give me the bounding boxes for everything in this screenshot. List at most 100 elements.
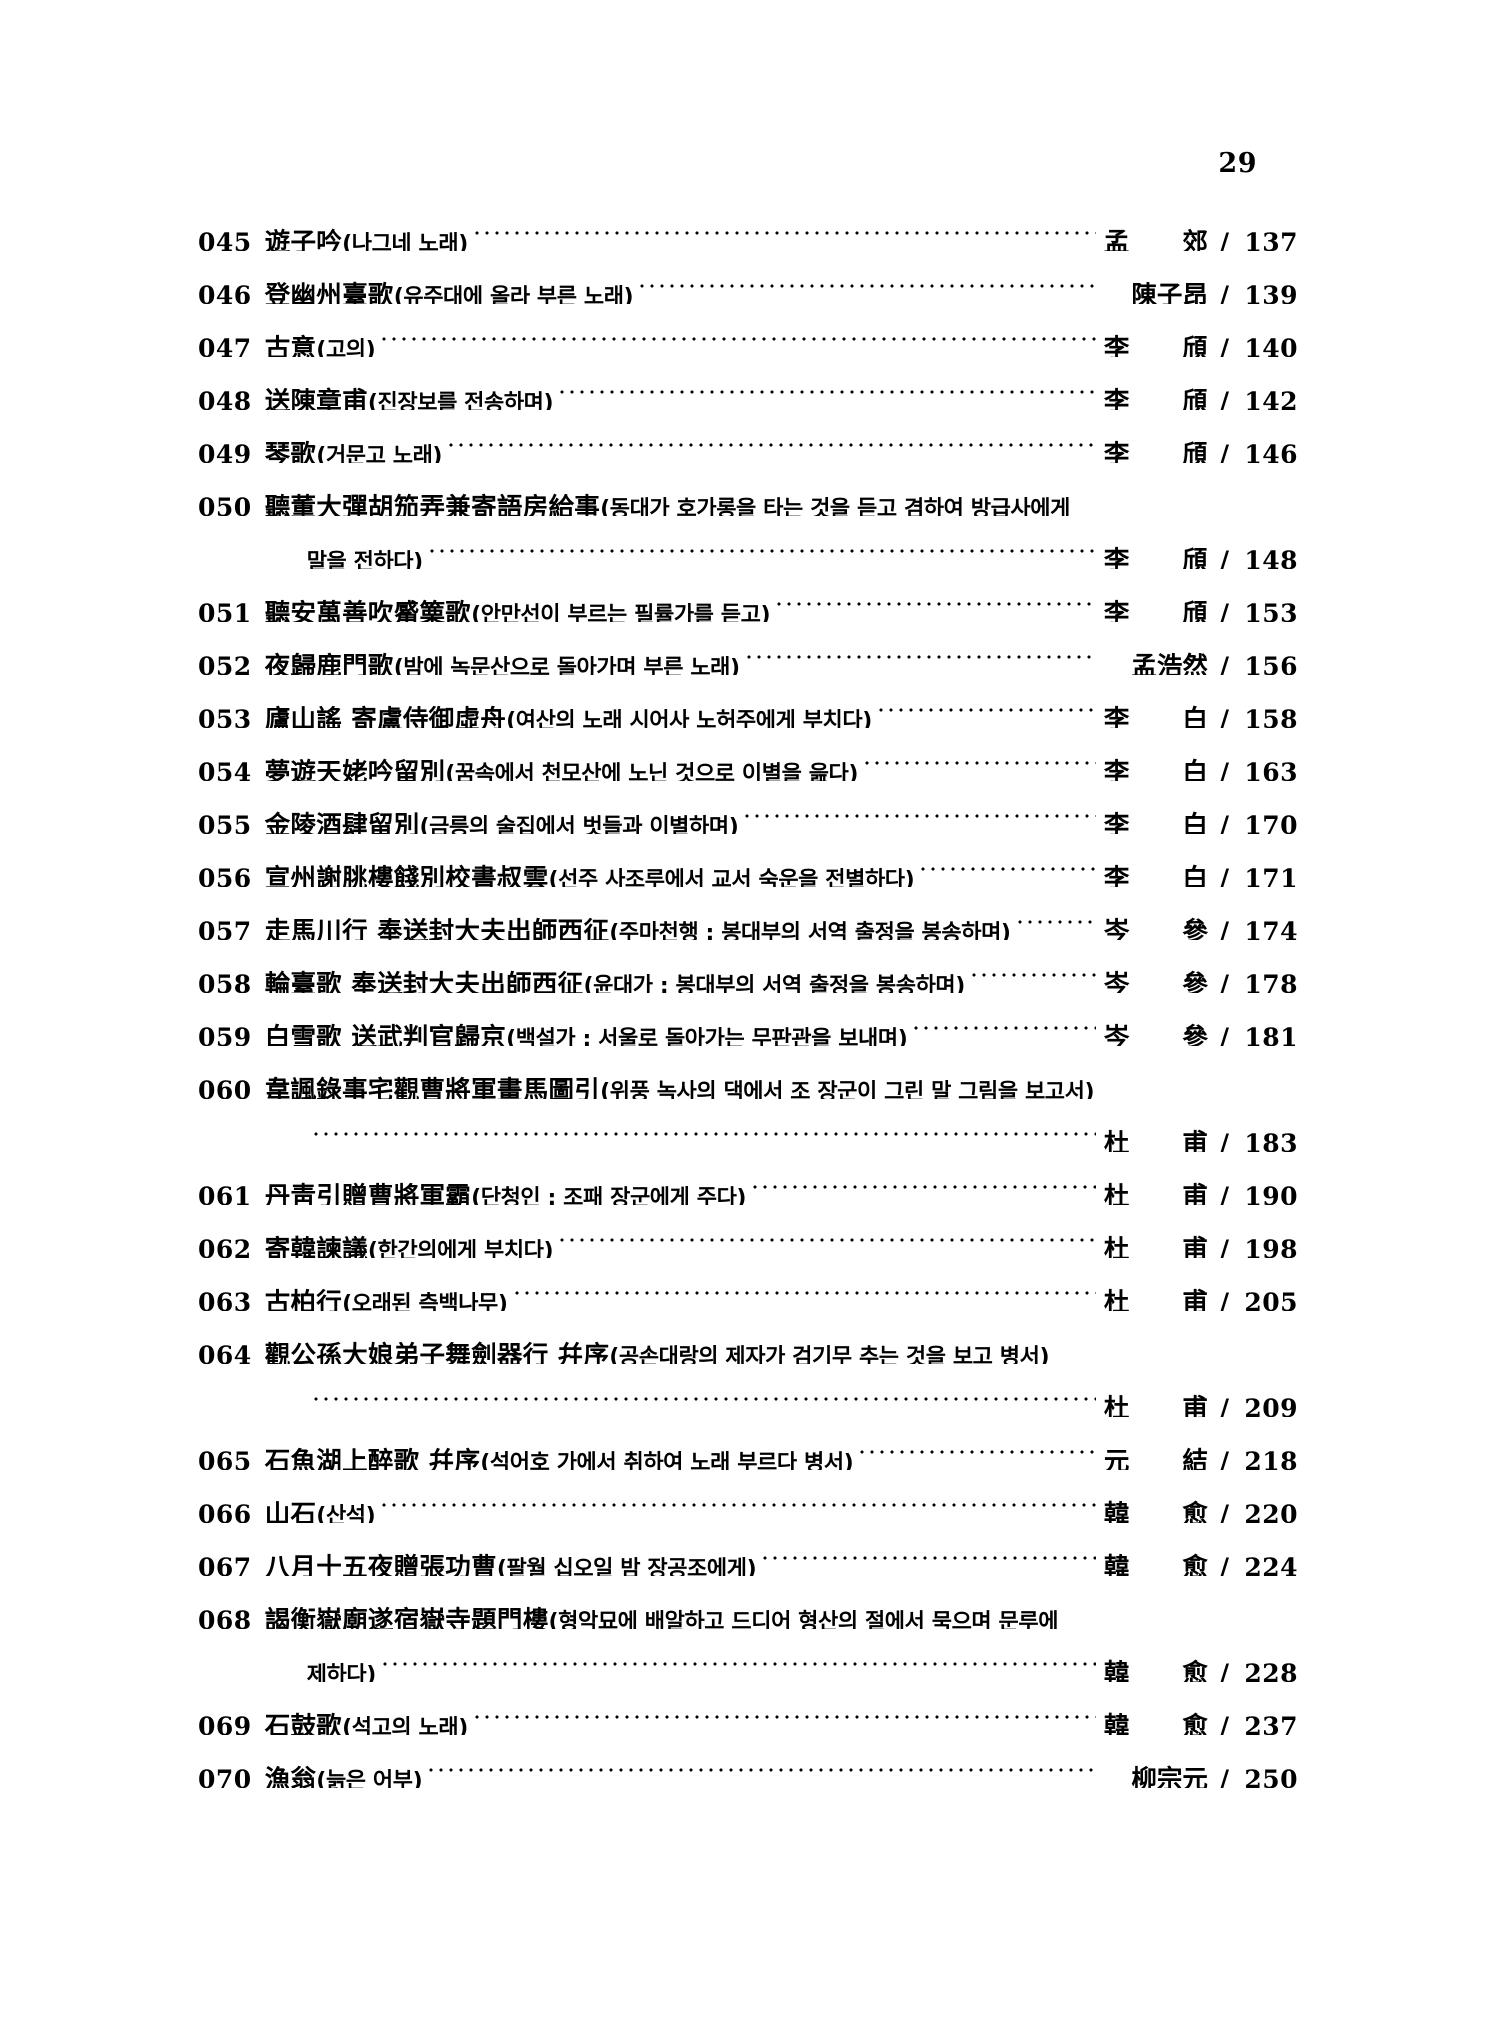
toc-row[interactable]: 055 金陵酒肆留別(금릉의 술집에서 벗들과 이별하며) 李 白 / 170 xyxy=(198,781,1298,834)
toc-entry-title[interactable]: 丹靑引贈曹將軍霸(단청인 : 조패 장군에게 주다) xyxy=(265,1170,747,1205)
toc-entry[interactable]: 055 金陵酒肆留別(금릉의 술집에서 벗들과 이별하며) 李 白 / 170 xyxy=(198,781,1298,834)
toc-row[interactable]: 059 白雪歌 送武判官歸京(백설가 : 서울로 돌아가는 무판관을 보내며) 岑 … xyxy=(198,993,1298,1046)
toc-row[interactable]: 060 韋諷錄事宅觀曹將軍畫馬圖引(위풍 녹사의 댁에서 조 장군이 그린 말 그… xyxy=(198,1046,1298,1099)
toc-entry[interactable]: 053 廬山謠 寄盧侍御虛舟(여산의 노래 시어사 노허주에게 부치다) 李 白 / 1… xyxy=(198,675,1298,728)
toc-entry[interactable]: 060 韋諷錄事宅觀曹將軍畫馬圖引(위풍 녹사의 댁에서 조 장군이 그린 말 그… xyxy=(198,1046,1298,1152)
toc-row[interactable]: 057 走馬川行 奉送封大夫出師西征(주마천행 : 봉대부의 서역 출정을 봉송하… xyxy=(198,887,1298,940)
toc-entry-title[interactable]: 輪臺歌 奉送封大夫出師西征(윤대가 : 봉대부의 서역 출정을 봉송하며) xyxy=(265,958,966,993)
toc-entry[interactable]: 068 謁衡嶽廟遂宿嶽寺題門樓(형악묘에 배알하고 드디어 형산의 절에서 묵으며… xyxy=(198,1576,1298,1682)
toc-entry[interactable]: 046 登幽州臺歌(유주대에 올라 부른 노래) 陳子昂 / 139 xyxy=(198,251,1298,304)
toc-row[interactable]: 063 古柏行(오래된 측백나무) 杜 甫 / 205 xyxy=(198,1258,1298,1311)
toc-row[interactable]: 050 聽董大彈胡笳弄兼寄語房給事(동대가 호가롱을 타는 것을 듣고 겸하여 방… xyxy=(198,463,1298,516)
toc-entry-title[interactable]: 送陳章甫(진장보를 전송하며) xyxy=(265,375,554,410)
toc-entry-title[interactable]: 白雪歌 送武判官歸京(백설가 : 서울로 돌아가는 무판관을 보내며) xyxy=(265,1011,908,1046)
toc-separator: / xyxy=(1219,440,1229,463)
toc-entry-title-hanja: 石魚湖上醉歌 幷序 xyxy=(264,1447,481,1470)
toc-entry[interactable]: 054 夢遊天姥吟留別(꿈속에서 천모산에 노닌 것으로 이별을 읊다) 李 白 / 1… xyxy=(198,728,1298,781)
toc-entry-title[interactable]: 古意(고의) xyxy=(265,322,376,357)
toc-entry-title[interactable]: 走馬川行 奉送封大夫出師西征(주마천행 : 봉대부의 서역 출정을 봉송하며) xyxy=(265,905,1011,940)
toc-entry[interactable]: 051 聽安萬善吹觱篥歌(안만선이 부르는 필률가를 듣고) 李 頎 / 153 xyxy=(198,569,1298,622)
toc-row[interactable]: 047 古意(고의) 李 頎 / 140 xyxy=(198,304,1298,357)
toc-row[interactable]: 062 寄韓諫議(한간의에게 부치다) 杜 甫 / 198 xyxy=(198,1205,1298,1258)
toc-entry[interactable]: 059 白雪歌 送武判官歸京(백설가 : 서울로 돌아가는 무판관을 보내며) 岑 … xyxy=(198,993,1298,1046)
toc-entry-title[interactable]: 寄韓諫議(한간의에게 부치다) xyxy=(265,1223,554,1258)
toc-entry-author: 李 白 xyxy=(1103,811,1208,834)
toc-entry[interactable]: 066 山石(산석) 韓 愈 / 220 xyxy=(198,1470,1298,1523)
toc-row-continuation[interactable]: 000杜 甫/209 xyxy=(198,1364,1298,1417)
toc-entry[interactable]: 058 輪臺歌 奉送封大夫出師西征(윤대가 : 봉대부의 서역 출정을 봉송하며)… xyxy=(198,940,1298,993)
toc-entry[interactable]: 045 遊子吟(나그네 노래) 孟 郊 / 137 xyxy=(198,198,1298,251)
toc-entry-title[interactable]: 夜歸鹿門歌(밤에 녹문산으로 돌아가며 부른 노래) xyxy=(265,640,740,675)
toc-row[interactable]: 051 聽安萬善吹觱篥歌(안만선이 부르는 필률가를 듣고) 李 頎 / 153 xyxy=(198,569,1298,622)
toc-entry[interactable]: 049 琴歌(거문고 노래) 李 頎 / 146 xyxy=(198,410,1298,463)
toc-entry[interactable]: 048 送陳章甫(진장보를 전송하며) 李 頎 / 142 xyxy=(198,357,1298,410)
toc-row-continuation[interactable]: 000말을 전하다)李 頎/148 xyxy=(198,516,1298,569)
toc-row[interactable]: 052 夜歸鹿門歌(밤에 녹문산으로 돌아가며 부른 노래) 孟浩然 / 156 xyxy=(198,622,1298,675)
toc-row[interactable]: 058 輪臺歌 奉送封大夫出師西征(윤대가 : 봉대부의 서역 출정을 봉송하며)… xyxy=(198,940,1298,993)
toc-row-continuation[interactable]: 000杜 甫/183 xyxy=(198,1099,1298,1152)
toc-row[interactable]: 053 廬山謠 寄盧侍御虛舟(여산의 노래 시어사 노허주에게 부치다) 李 白 / 1… xyxy=(198,675,1298,728)
toc-row[interactable]: 046 登幽州臺歌(유주대에 올라 부른 노래) 陳子昂 / 139 xyxy=(198,251,1298,304)
toc-entry[interactable]: 056 宣州謝朓樓餞別校書叔雲(선주 사조루에서 교서 숙운을 전별하다) 李 白 /… xyxy=(198,834,1298,887)
toc-entry[interactable]: 064 觀公孫大娘弟子舞劍器行 幷序(공손대랑의 제자가 검기무 추는 것을 보고… xyxy=(198,1311,1298,1417)
toc-row[interactable]: 069 石鼓歌(석고의 노래) 韓 愈 / 237 xyxy=(198,1682,1298,1735)
toc-entry-page: 174 xyxy=(1244,917,1298,940)
toc-row[interactable]: 056 宣州謝朓樓餞別校書叔雲(선주 사조루에서 교서 숙운을 전별하다) 李 白 /… xyxy=(198,834,1298,887)
toc-row[interactable]: 070 漁翁(늙은 어부) 柳宗元 / 250 xyxy=(198,1735,1298,1788)
toc-entry-title[interactable]: 謁衡嶽廟遂宿嶽寺題門樓(형악묘에 배알하고 드디어 형산의 절에서 묵으며 문루… xyxy=(265,1594,1059,1629)
toc-entry[interactable]: 065 石魚湖上醉歌 幷序(석어호 가에서 취하여 노래 부르다 병서) 元 結 / 2… xyxy=(198,1417,1298,1470)
toc-entry[interactable]: 047 古意(고의) 李 頎 / 140 xyxy=(198,304,1298,357)
toc-entry-title[interactable]: 遊子吟(나그네 노래) xyxy=(265,216,469,251)
toc-entry-title-hanja: 廬山謠 寄盧侍御虛舟 xyxy=(264,705,507,728)
toc-entry-title[interactable]: 聽安萬善吹觱篥歌(안만선이 부르는 필률가를 듣고) xyxy=(265,587,771,622)
toc-entry-title[interactable]: 古柏行(오래된 측백나무) xyxy=(265,1276,508,1311)
toc-entry-page: 171 xyxy=(1244,864,1298,887)
toc-entry[interactable]: 061 丹靑引贈曹將軍霸(단청인 : 조패 장군에게 주다) 杜 甫 / 190 xyxy=(198,1152,1298,1205)
toc-entry-title-hanja: 金陵酒肆留別 xyxy=(264,811,420,834)
toc-entry-title-gloss-line2: 제하다) xyxy=(306,1663,377,1682)
toc-entry-title[interactable]: 山石(산석) xyxy=(265,1488,376,1523)
toc-entry-page: 205 xyxy=(1244,1288,1298,1311)
toc-entry-title[interactable]: 琴歌(거문고 노래) xyxy=(264,428,443,463)
toc-entry-title[interactable]: 金陵酒肆留別(금릉의 술집에서 벗들과 이별하며) xyxy=(265,799,739,834)
toc-entry-title[interactable]: 登幽州臺歌(유주대에 올라 부른 노래) xyxy=(265,269,634,304)
toc-entry-title[interactable]: 石魚湖上醉歌 幷序(석어호 가에서 취하여 노래 부르다 병서) xyxy=(265,1435,854,1470)
toc-row[interactable]: 068 謁衡嶽廟遂宿嶽寺題門樓(형악묘에 배알하고 드디어 형산의 절에서 묵으며… xyxy=(198,1576,1298,1629)
toc-entry-title-hanja: 石鼓歌 xyxy=(264,1712,343,1735)
toc-entry[interactable]: 062 寄韓諫議(한간의에게 부치다) 杜 甫 / 198 xyxy=(198,1205,1298,1258)
toc-entry-title-hanja: 琴歌 xyxy=(264,440,317,463)
toc-entry-title[interactable]: 廬山謠 寄盧侍御虛舟(여산의 노래 시어사 노허주에게 부치다) xyxy=(264,693,873,728)
toc-entry-title[interactable]: 八月十五夜贈張功曹(팔월 십오일 밤 장공조에게) xyxy=(265,1541,757,1576)
toc-entry-title[interactable]: 宣州謝朓樓餞別校書叔雲(선주 사조루에서 교서 숙운을 전별하다) xyxy=(265,852,915,887)
toc-entry[interactable]: 067 八月十五夜贈張功曹(팔월 십오일 밤 장공조에게) 韓 愈 / 224 xyxy=(198,1523,1298,1576)
toc-row[interactable]: 045 遊子吟(나그네 노래) 孟 郊 / 137 xyxy=(198,198,1298,251)
toc-row[interactable]: 066 山石(산석) 韓 愈 / 220 xyxy=(198,1470,1298,1523)
toc-entry[interactable]: 069 石鼓歌(석고의 노래) 韓 愈 / 237 xyxy=(198,1682,1298,1735)
toc-entry[interactable]: 057 走馬川行 奉送封大夫出師西征(주마천행 : 봉대부의 서역 출정을 봉송하… xyxy=(198,887,1298,940)
toc-entry-title[interactable]: 漁翁(늙은 어부) xyxy=(265,1753,423,1788)
toc-entry-title[interactable]: 韋諷錄事宅觀曹將軍畫馬圖引(위풍 녹사의 댁에서 조 장군이 그린 말 그림을 … xyxy=(265,1064,1095,1099)
toc-entry[interactable]: 063 古柏行(오래된 측백나무) 杜 甫 / 205 xyxy=(198,1258,1298,1311)
toc-entry[interactable]: 070 漁翁(늙은 어부) 柳宗元 / 250 xyxy=(198,1735,1298,1788)
toc-row[interactable]: 049 琴歌(거문고 노래) 李 頎 / 146 xyxy=(198,410,1298,463)
toc-entry-author: 柳宗元 xyxy=(1131,1765,1208,1788)
toc-row[interactable]: 064 觀公孫大娘弟子舞劍器行 幷序(공손대랑의 제자가 검기무 추는 것을 보고… xyxy=(198,1311,1298,1364)
dot-leader xyxy=(633,251,1098,304)
toc-entry-title[interactable]: 觀公孫大娘弟子舞劍器行 幷序(공손대랑의 제자가 검기무 추는 것을 보고 병서… xyxy=(265,1329,1050,1364)
toc-entry-title-gloss: (공손대랑의 제자가 검기무 추는 것을 보고 병서) xyxy=(609,1345,1050,1364)
toc-row-continuation[interactable]: 000제하다)韓 愈/228 xyxy=(198,1629,1298,1682)
toc-row[interactable]: 065 石魚湖上醉歌 幷序(석어호 가에서 취하여 노래 부르다 병서) 元 結 / 2… xyxy=(198,1417,1298,1470)
toc-entry[interactable]: 050 聽董大彈胡笳弄兼寄語房給事(동대가 호가롱을 타는 것을 듣고 겸하여 방… xyxy=(198,463,1298,569)
toc-row[interactable]: 061 丹靑引贈曹將軍霸(단청인 : 조패 장군에게 주다) 杜 甫 / 190 xyxy=(198,1152,1298,1205)
toc-row[interactable]: 054 夢遊天姥吟留別(꿈속에서 천모산에 노닌 것으로 이별을 읊다) 李 白 / 1… xyxy=(198,728,1298,781)
toc-entry[interactable]: 052 夜歸鹿門歌(밤에 녹문산으로 돌아가며 부른 노래) 孟浩然 / 156 xyxy=(198,622,1298,675)
toc-row[interactable]: 048 送陳章甫(진장보를 전송하며) 李 頎 / 142 xyxy=(198,357,1298,410)
toc-entry-title[interactable]: 聽董大彈胡笳弄兼寄語房給事(동대가 호가롱을 타는 것을 듣고 겸하여 방급사에… xyxy=(265,481,1071,516)
toc-entry-number: 065 xyxy=(198,1447,252,1470)
dot-leader xyxy=(770,569,1098,622)
toc-row[interactable]: 067 八月十五夜贈張功曹(팔월 십오일 밤 장공조에게) 韓 愈 / 224 xyxy=(198,1523,1298,1576)
toc-entry-title[interactable]: 石鼓歌(석고의 노래) xyxy=(264,1700,469,1735)
toc-entry-title-hanja: 夜歸鹿門歌 xyxy=(264,652,394,675)
toc-entry-title[interactable]: 夢遊天姥吟留別(꿈속에서 천모산에 노닌 것으로 이별을 읊다) xyxy=(265,746,859,781)
page-number: 29 xyxy=(1218,148,1257,179)
